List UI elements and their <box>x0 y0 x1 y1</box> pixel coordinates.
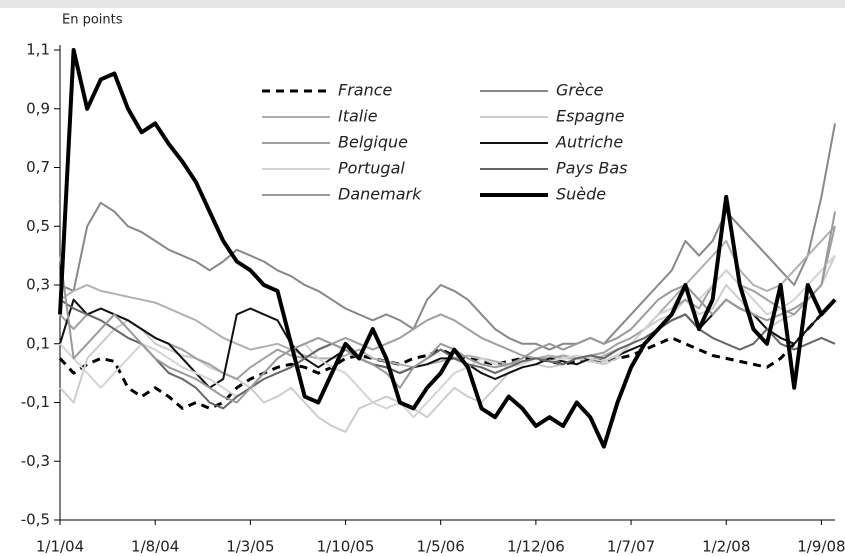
series-line <box>59 211 836 404</box>
legend-label: Portugal <box>338 159 405 178</box>
series-line <box>59 298 836 410</box>
x-tick-label: 1/3/05 <box>226 538 274 556</box>
y-axis-label: En points <box>62 13 123 28</box>
legend: France Grèce Italie Espagne Belgique Autriche… <box>262 81 627 204</box>
x-tick-label: 1/10/05 <box>317 538 375 556</box>
x-tick-label: 1/7/07 <box>607 538 655 556</box>
x-tick-label: 1/1/04 <box>36 538 84 556</box>
legend-label: Pays Bas <box>556 159 627 178</box>
y-tick-label: -0,1 <box>21 393 50 411</box>
series-line <box>59 298 836 389</box>
series-line <box>59 254 836 419</box>
legend-label: France <box>338 81 393 100</box>
x-tick-label: 1/8/04 <box>131 538 179 556</box>
series-line <box>59 226 836 380</box>
x-tick-label: 1/12/06 <box>507 538 565 556</box>
legend-label: Italie <box>338 107 378 126</box>
legend-label: Danemark <box>338 185 422 204</box>
y-tick-label: 1,1 <box>26 41 50 59</box>
legend-label: Autriche <box>555 133 623 152</box>
legend-label: Grèce <box>556 81 604 100</box>
x-tick-label: 1/5/06 <box>417 538 465 556</box>
x-tick-label: 1/2/08 <box>702 538 750 556</box>
y-tick-label: 0,1 <box>26 334 50 352</box>
series-line <box>59 255 836 433</box>
header-band <box>0 0 845 8</box>
legend-label: Espagne <box>556 107 625 126</box>
y-tick-label: -0,5 <box>21 511 50 529</box>
y-tick-label: 0,3 <box>26 276 50 294</box>
y-tick-label: 0,5 <box>26 217 50 235</box>
series-line <box>59 123 836 351</box>
legend-label: Suède <box>556 185 606 204</box>
y-tick-label: 0,7 <box>26 158 50 176</box>
y-tick-label: -0,3 <box>21 452 50 470</box>
series-line <box>58 48 837 449</box>
y-tick-label: 0,9 <box>26 99 50 117</box>
legend-label: Belgique <box>338 133 408 152</box>
series-line <box>58 298 837 410</box>
x-tick-label: 1/9/08 <box>797 538 845 556</box>
